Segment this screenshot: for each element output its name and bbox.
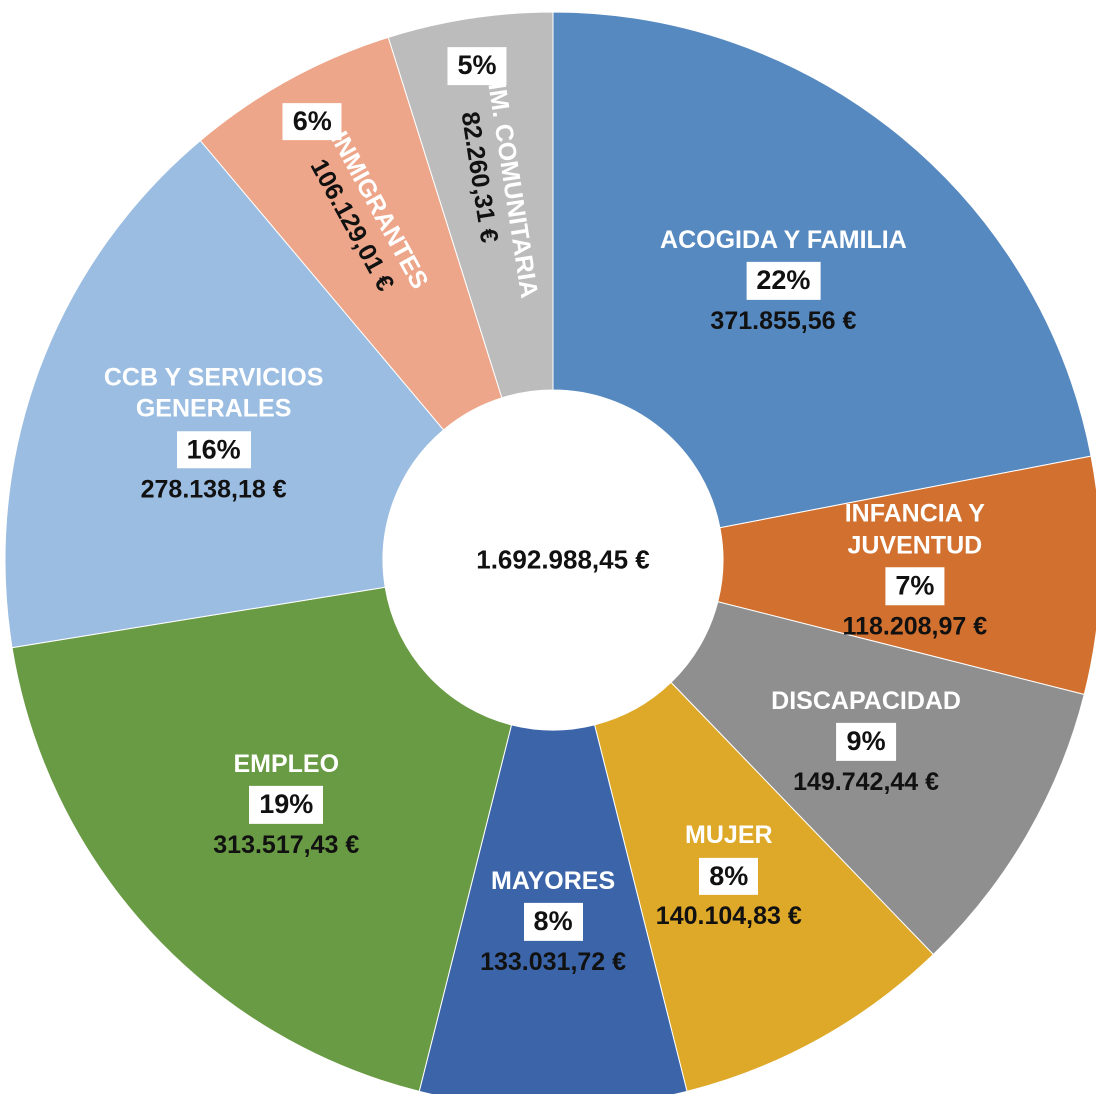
category-label: CCB Y SERVICIOS GENERALES	[103, 363, 324, 423]
percent-label: 9%	[836, 722, 896, 761]
slice-label: DISCAPACIDAD 9% 149.742,44 €	[771, 686, 961, 798]
value-label: 118.208,97 €	[842, 611, 988, 640]
slice-label: MAYORES 8% 133.031,72 €	[480, 866, 626, 978]
value-label: 371.855,56 €	[710, 306, 857, 335]
slice	[4, 139, 445, 649]
slice-label: CCB Y SERVICIOS GENERALES 16% 278.138,18 €	[54, 362, 374, 506]
percent-label: 8%	[699, 857, 759, 896]
slice	[387, 11, 554, 399]
percent-box: 5%	[447, 41, 507, 91]
slice	[593, 681, 935, 1092]
slice	[11, 586, 513, 1093]
category-label: INFANCIA Y JUVENTUD	[844, 499, 985, 559]
slice-label: EMPLEO 19% 313.517,43 €	[213, 749, 359, 861]
value-label: 140.104,83 €	[655, 902, 802, 931]
value-label: 149.742,44 €	[793, 767, 940, 796]
value-label: 313.517,43 €	[213, 830, 360, 859]
percent-label: 5%	[447, 46, 507, 85]
percent-label: 6%	[282, 102, 342, 141]
slice	[199, 36, 503, 431]
value-label: 278.138,18 €	[140, 475, 287, 504]
category-label: DISCAPACIDAD	[771, 686, 961, 715]
slice	[552, 11, 1092, 529]
category-label: MAYORES	[491, 866, 616, 895]
percent-label: 16%	[176, 430, 251, 469]
percent-label: 8%	[523, 903, 583, 941]
center-total: 1.692.988,45 €	[476, 544, 650, 575]
value-label: 133.031,72 €	[480, 947, 627, 976]
slice-label: ACOGIDA Y FAMILIA 22% 371.855,56 €	[660, 225, 907, 337]
category-label: MUJER	[685, 821, 773, 850]
percent-label: 7%	[885, 567, 945, 605]
slice	[670, 601, 1085, 956]
category-label: EMPLEO	[233, 749, 340, 778]
slice-label: MUJER 8% 140.104,83 €	[656, 820, 802, 932]
slice-label: INFANCIA Y JUVENTUD 7% 118.208,97 €	[824, 499, 1005, 643]
percent-label: 22%	[746, 261, 821, 300]
category-label: ACOGIDA Y FAMILIA	[660, 225, 907, 254]
percent-box: 6%	[282, 97, 342, 147]
percent-label: 19%	[249, 785, 324, 824]
